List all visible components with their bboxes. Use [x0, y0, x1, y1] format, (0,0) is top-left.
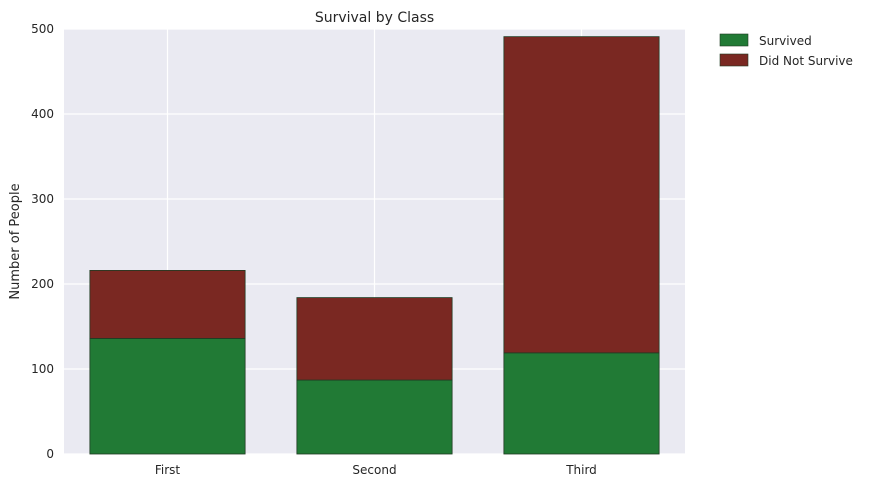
- bar: [296, 379, 453, 455]
- legend: Survived Did Not Survive: [719, 33, 853, 68]
- chart-title: Survival by Class: [315, 10, 434, 26]
- x-tick-label: Third: [565, 463, 597, 477]
- bar: [296, 297, 453, 381]
- legend-label: Did Not Survive: [759, 54, 853, 68]
- y-tick-label: 200: [31, 277, 54, 291]
- y-tick-label: 0: [46, 447, 54, 461]
- x-tick-label: First: [155, 463, 181, 477]
- legend-swatch: [719, 33, 749, 47]
- bar: [89, 269, 246, 339]
- y-tick-label: 500: [31, 22, 54, 36]
- y-axis: 0 100 200 300 400 500: [31, 22, 54, 461]
- y-tick-label: 100: [31, 362, 54, 376]
- x-tick-label: Second: [352, 463, 396, 477]
- legend-label: Survived: [759, 34, 812, 48]
- y-axis-label: Number of People: [8, 183, 23, 299]
- bars: [89, 36, 660, 455]
- legend-swatch: [719, 53, 749, 67]
- y-tick-label: 300: [31, 192, 54, 206]
- y-tick-label: 400: [31, 107, 54, 121]
- bar: [503, 352, 660, 455]
- bar: [503, 36, 660, 354]
- x-axis: First Second Third: [155, 463, 597, 477]
- bar: [89, 337, 246, 455]
